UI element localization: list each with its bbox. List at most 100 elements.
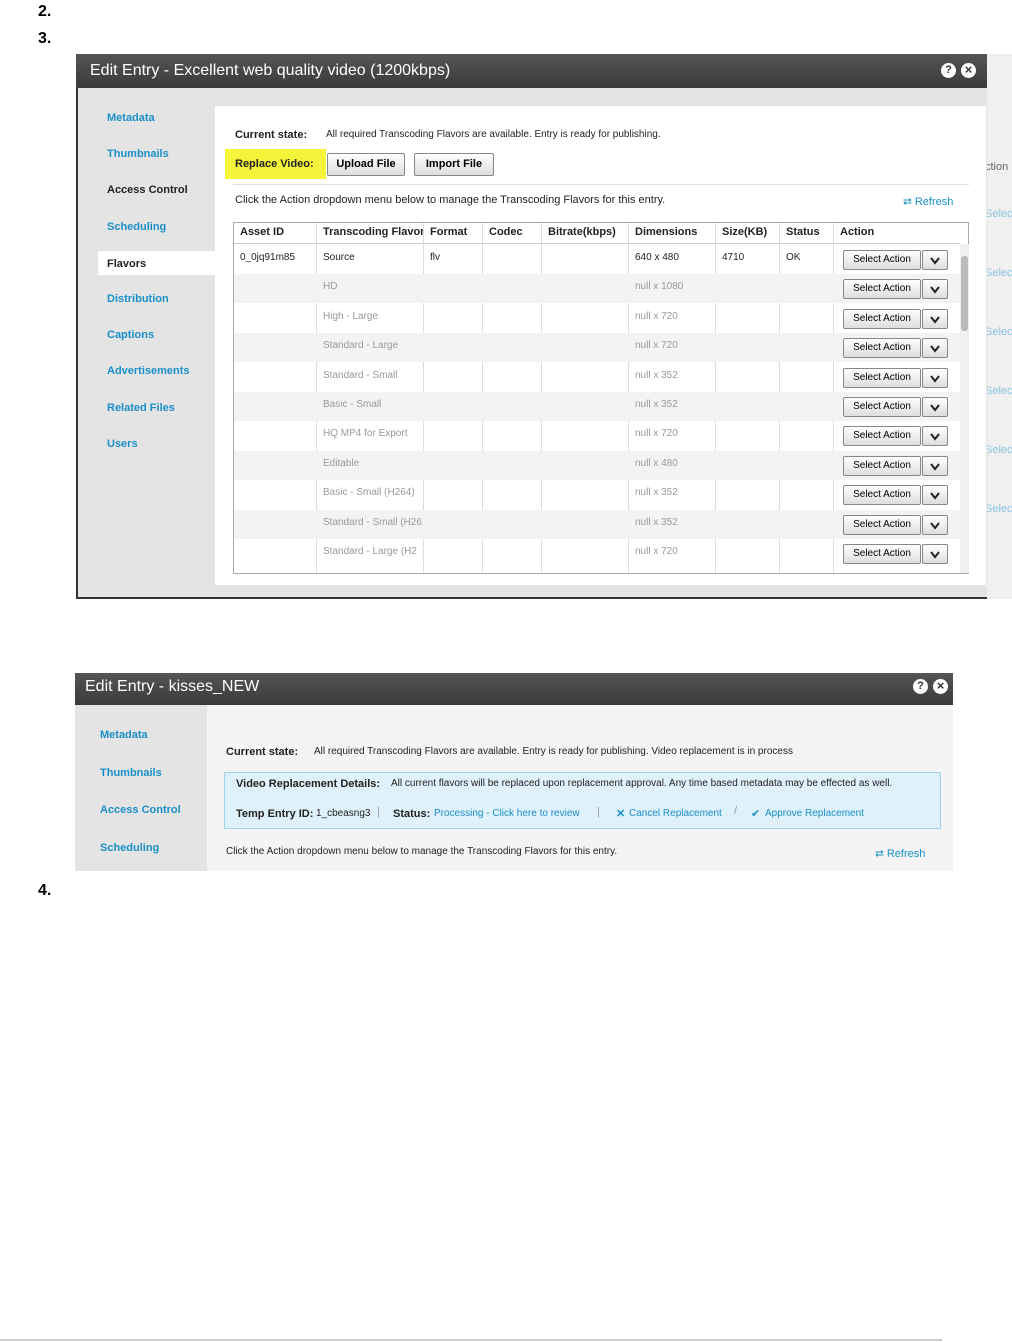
table-cell: Basic - Small (H264) <box>323 487 415 499</box>
label: Current state: <box>235 129 308 141</box>
select-action-button[interactable]: Select Action <box>843 338 921 359</box>
scrollbar <box>960 244 969 573</box>
nav-item[interactable]: Thumbnails <box>100 767 162 779</box>
cancel-link[interactable]: Cancel Replacement <box>629 808 722 819</box>
text: Click the Action dropdown menu below to … <box>226 846 618 857</box>
dropdown-arrow[interactable] <box>922 426 948 447</box>
status-link[interactable]: Processing - Click here to review <box>434 808 580 819</box>
nav-item[interactable]: Scheduling <box>100 842 160 854</box>
title-bar <box>76 54 987 88</box>
label: Replace Video: <box>235 158 314 170</box>
nav-item[interactable]: Distribution <box>107 293 169 305</box>
dropdown-arrow[interactable] <box>922 308 948 329</box>
nav-item[interactable]: Related Files <box>107 402 175 414</box>
help-button[interactable]: ? <box>913 679 928 694</box>
table-cell: null x 1080 <box>635 281 684 293</box>
select-action-button[interactable]: Select Action <box>843 367 921 388</box>
nav-item[interactable]: Thumbnails <box>107 148 169 160</box>
column-header: Dimensions <box>635 226 698 238</box>
select-action-button[interactable]: Select Action <box>843 485 921 506</box>
close-button[interactable]: × <box>961 63 976 78</box>
select-action-button[interactable]: Select Action <box>843 426 921 447</box>
column-header: Transcoding Flavor <box>323 226 424 238</box>
dropdown-arrow[interactable] <box>922 367 948 388</box>
chevron <box>930 433 940 441</box>
button[interactable]: Upload File <box>327 153 405 176</box>
background-label: Selec <box>985 208 1012 220</box>
refresh-link[interactable]: ⮂ Refresh <box>903 196 954 208</box>
table-cell: Standard - Large (H2 <box>323 546 417 557</box>
sidebar <box>75 705 207 871</box>
row-stripe <box>234 450 960 480</box>
button[interactable]: Import File <box>414 153 494 176</box>
select-action-button[interactable]: Select Action <box>843 308 921 329</box>
nav-item[interactable]: Users <box>107 438 138 450</box>
chevron <box>930 374 940 383</box>
select-action-button[interactable]: Select Action <box>843 544 921 564</box>
separator: | <box>597 806 600 818</box>
chevron <box>930 551 940 559</box>
text: 1_cbeasng3 <box>316 808 371 819</box>
column-header: Bitrate(kbps) <box>548 226 616 238</box>
table-cell: High - Large <box>323 310 379 322</box>
table-cell: Editable <box>323 457 360 469</box>
separator: / <box>734 805 738 817</box>
dropdown-arrow[interactable] <box>922 250 948 270</box>
chevron <box>930 345 940 353</box>
table-cell: Basic - Small <box>323 399 382 410</box>
text: All required Transcoding Flavors are ava… <box>314 746 793 757</box>
table-cell: null x 352 <box>635 487 678 499</box>
dropdown-arrow[interactable] <box>922 544 948 564</box>
table-cell: Source <box>323 252 355 263</box>
nav-item[interactable]: Access Control <box>100 804 181 816</box>
dropdown-arrow[interactable] <box>922 514 948 535</box>
chevron <box>930 521 940 530</box>
close-button[interactable]: × <box>933 679 948 694</box>
nav-item[interactable]: Scheduling <box>107 221 167 233</box>
table-header <box>234 223 960 244</box>
divider <box>233 184 969 185</box>
select-action-button[interactable]: Select Action <box>843 397 921 417</box>
label: Video Replacement Details: <box>236 778 381 790</box>
column-header: Status <box>786 226 820 238</box>
row-stripe <box>234 392 960 421</box>
select-action-button[interactable]: Select Action <box>843 455 921 476</box>
separator: | <box>377 806 380 818</box>
help-button[interactable]: ? <box>941 63 956 78</box>
nav-item[interactable]: Metadata <box>107 112 155 124</box>
text: Click the Action dropdown menu below to … <box>235 194 666 206</box>
table-cell: OK <box>786 252 801 263</box>
text: All current flavors will be replaced upo… <box>391 778 893 789</box>
title-bar <box>75 673 953 705</box>
dropdown-arrow[interactable] <box>922 455 948 476</box>
table-cell: HD <box>323 281 338 293</box>
label: Status: <box>393 808 431 820</box>
dropdown-arrow[interactable] <box>922 485 948 506</box>
refresh-link[interactable]: ⮂ Refresh <box>875 848 926 860</box>
cancel-icon: ✕ <box>616 808 626 820</box>
select-action-button[interactable]: Select Action <box>843 250 921 270</box>
dropdown-arrow[interactable] <box>922 279 948 300</box>
approve-link[interactable]: Approve Replacement <box>765 808 864 819</box>
nav-item[interactable]: Access Control <box>107 184 188 196</box>
chevron <box>930 316 940 324</box>
highlight <box>225 149 326 179</box>
dropdown-arrow[interactable] <box>922 397 948 417</box>
table-cell: Standard - Small (H26 <box>323 516 422 528</box>
nav-item[interactable]: Flavors <box>107 258 147 270</box>
nav-item[interactable]: Advertisements <box>107 365 190 377</box>
table-cell: 640 x 480 <box>635 252 679 263</box>
step-number: 4. <box>38 882 52 899</box>
dropdown-arrow[interactable] <box>922 338 948 359</box>
select-action-button[interactable]: Select Action <box>843 279 921 300</box>
table-cell: null x 480 <box>635 457 678 469</box>
step-number: 3. <box>38 30 52 47</box>
select-action-button[interactable]: Select Action <box>843 514 921 535</box>
nav-item[interactable]: Metadata <box>100 729 148 741</box>
background-label: Selec <box>985 326 1012 338</box>
label: Temp Entry ID: <box>236 808 314 820</box>
footer-rule <box>0 1339 942 1341</box>
table-cell: null x 720 <box>635 428 678 440</box>
nav-item[interactable]: Captions <box>107 329 155 341</box>
